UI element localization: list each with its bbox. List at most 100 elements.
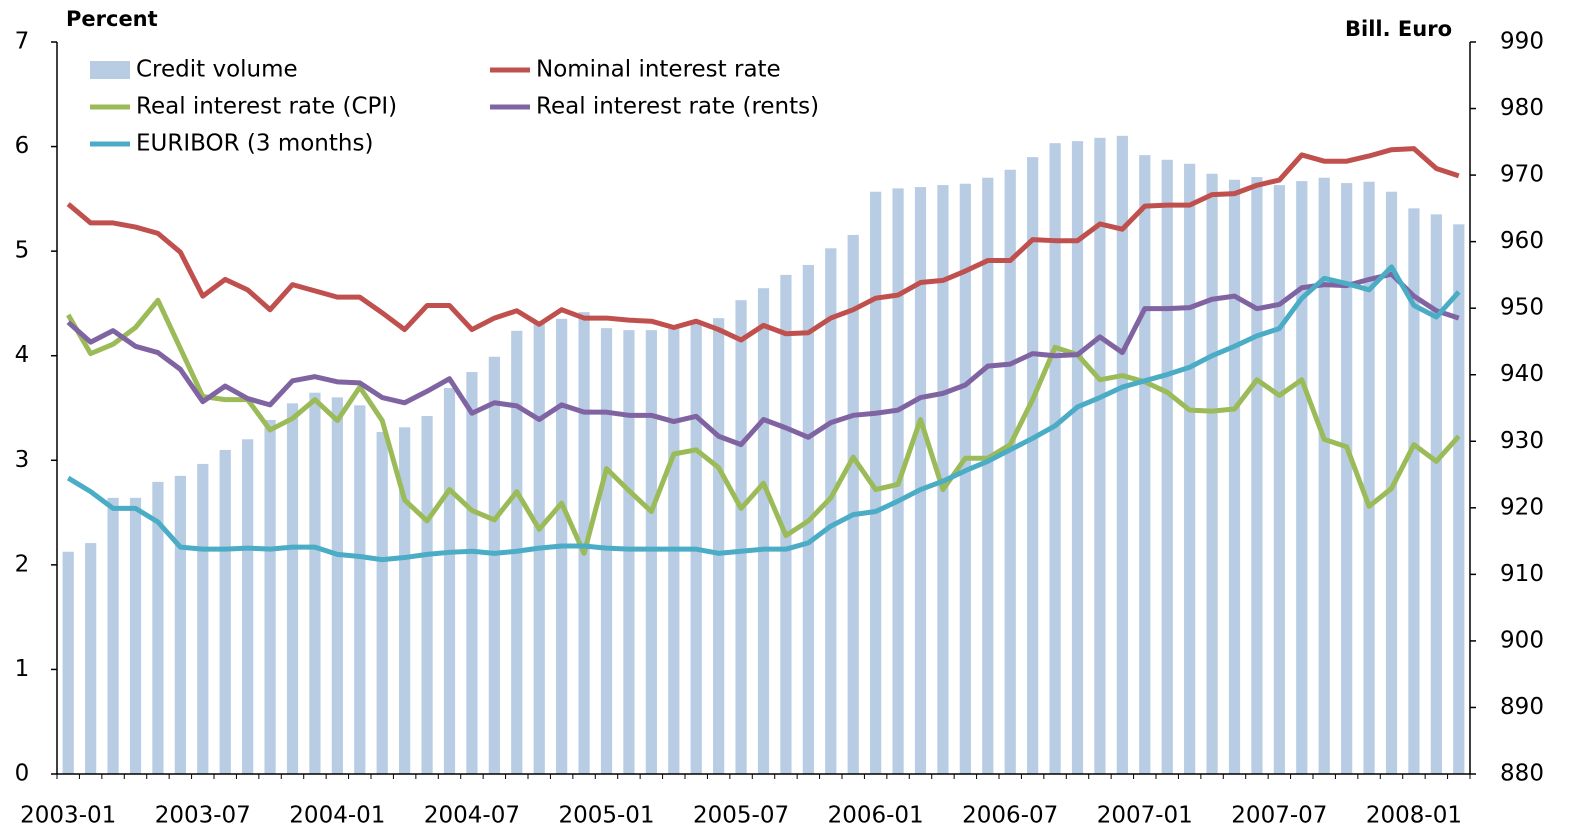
y-tick-label: 0 xyxy=(15,761,30,787)
bar xyxy=(847,234,859,774)
line xyxy=(66,271,1460,448)
bar xyxy=(1071,141,1084,775)
bar xyxy=(174,475,186,774)
bar xyxy=(600,328,613,774)
x-tick-label: 2005-07 xyxy=(693,803,789,829)
bar xyxy=(264,419,276,774)
y-tick-label: 7 xyxy=(15,29,30,55)
bar xyxy=(107,497,119,774)
bar xyxy=(735,300,747,774)
y2-tick-label: 970 xyxy=(1500,162,1544,188)
bar xyxy=(982,177,994,774)
bar xyxy=(242,439,254,774)
line-layer xyxy=(66,146,1461,563)
bar xyxy=(1385,191,1398,774)
bar xyxy=(645,330,657,774)
bar xyxy=(443,388,456,774)
legend-label: Nominal interest rate xyxy=(536,57,781,83)
y2-tick-label: 990 xyxy=(1500,29,1544,55)
bar xyxy=(421,415,433,774)
bar xyxy=(286,403,299,774)
bar xyxy=(1116,135,1128,774)
bar xyxy=(825,248,837,775)
bar xyxy=(959,183,971,774)
x-tick-label: 2007-01 xyxy=(1097,803,1193,829)
x-tick-label: 2004-07 xyxy=(424,803,520,829)
y2-tick-label: 890 xyxy=(1500,694,1544,720)
bar xyxy=(62,551,74,774)
bar xyxy=(713,318,725,774)
legend-label: EURIBOR (3 months) xyxy=(136,131,373,157)
y2-tick-label: 910 xyxy=(1500,561,1544,587)
bar xyxy=(488,356,500,774)
bar xyxy=(1408,208,1420,774)
line xyxy=(66,297,1461,556)
y-tick-label: 1 xyxy=(15,656,30,682)
bar xyxy=(376,431,388,774)
x-tick-label: 2007-07 xyxy=(1231,803,1327,829)
y-tick-label: 4 xyxy=(15,342,30,368)
bar xyxy=(1027,157,1039,774)
y2-tick-label: 940 xyxy=(1500,361,1544,387)
bar xyxy=(129,497,142,774)
legend-label: Credit volume xyxy=(136,57,298,83)
bar xyxy=(219,449,231,774)
x-tick-label: 2005-01 xyxy=(558,803,654,829)
bar-layer xyxy=(62,135,1465,775)
y2-tick-label: 950 xyxy=(1500,295,1544,321)
bar xyxy=(1094,137,1106,775)
y2-axis-title: Bill. Euro xyxy=(1345,17,1452,41)
y-tick-label: 5 xyxy=(15,238,30,264)
bar xyxy=(1273,185,1285,774)
y-tick-label: 2 xyxy=(15,551,30,577)
y-axis-title: Percent xyxy=(66,7,158,31)
bar xyxy=(1318,177,1330,774)
x-tick-label: 2006-07 xyxy=(962,803,1058,829)
y2-tick-label: 900 xyxy=(1500,627,1544,653)
x-tick-label: 2004-01 xyxy=(289,803,385,829)
bar xyxy=(1184,163,1196,774)
bar xyxy=(85,543,97,774)
bar xyxy=(1341,183,1353,775)
x-tick-label: 2006-01 xyxy=(828,803,924,829)
bar xyxy=(309,392,321,774)
y2-tick-label: 920 xyxy=(1500,494,1544,520)
bar xyxy=(1363,181,1375,774)
bar xyxy=(197,463,209,774)
bar xyxy=(152,481,164,774)
bar xyxy=(870,191,882,774)
bar xyxy=(1049,143,1061,774)
bar xyxy=(1004,169,1016,774)
bar xyxy=(1296,181,1308,774)
bar xyxy=(757,288,770,774)
y-tick-label: 3 xyxy=(15,447,30,473)
x-tick-label: 2003-07 xyxy=(155,803,251,829)
bar xyxy=(466,372,478,774)
bar xyxy=(623,330,635,774)
bar xyxy=(1430,214,1442,774)
bar xyxy=(1139,155,1151,775)
bar xyxy=(1228,179,1241,774)
bar xyxy=(354,405,366,774)
y2-tick-label: 960 xyxy=(1500,228,1544,254)
legend-label: Real interest rate (rents) xyxy=(536,94,819,120)
bar xyxy=(1453,224,1465,775)
bar xyxy=(1161,159,1173,774)
x-tick-label: 2008-01 xyxy=(1366,803,1462,829)
x-tick-label: 2003-01 xyxy=(20,803,116,829)
bar xyxy=(399,427,411,774)
line xyxy=(66,264,1461,563)
y2-tick-label: 880 xyxy=(1500,761,1544,787)
line xyxy=(66,146,1460,343)
bar xyxy=(578,312,590,774)
bar xyxy=(780,274,792,774)
bar xyxy=(331,397,343,774)
bar xyxy=(914,187,927,774)
legend-swatch xyxy=(90,61,130,79)
bar xyxy=(1251,177,1263,774)
bar xyxy=(1206,173,1218,774)
y-tick-label: 6 xyxy=(15,133,30,159)
y2-tick-label: 980 xyxy=(1500,95,1544,121)
legend-label: Real interest rate (CPI) xyxy=(136,94,397,120)
